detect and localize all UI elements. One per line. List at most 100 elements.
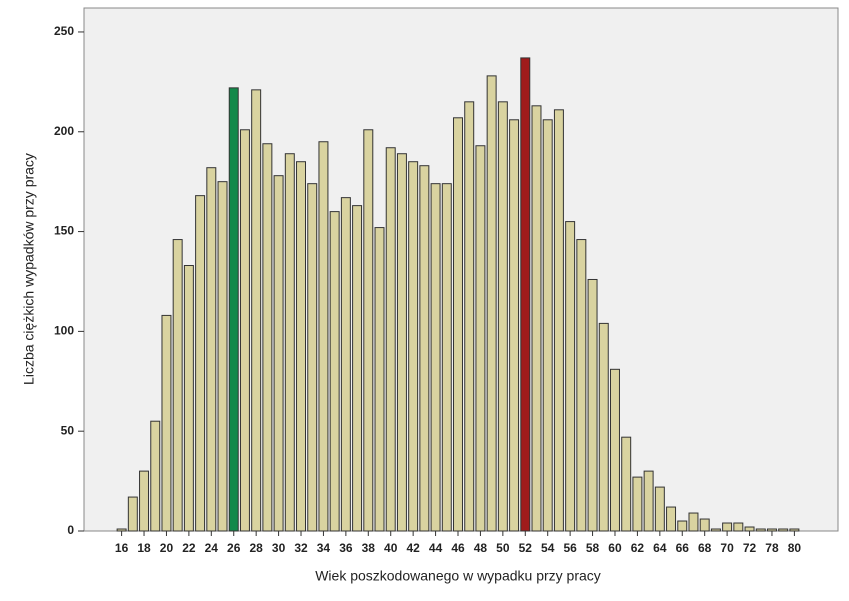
- bar: [161, 314, 172, 532]
- bar: [654, 486, 665, 532]
- x-tick-label: 50: [496, 541, 510, 555]
- bar: [396, 153, 407, 532]
- bar: [363, 129, 374, 532]
- x-tick-label: 34: [317, 541, 331, 555]
- x-tick-label: 36: [339, 541, 353, 555]
- bar: [587, 278, 598, 532]
- bar: [520, 57, 531, 532]
- bar: [744, 526, 755, 532]
- bar: [441, 183, 452, 532]
- bar: [340, 197, 351, 532]
- bar: [329, 211, 340, 532]
- bar: [722, 522, 733, 532]
- x-tick-label: 44: [429, 541, 443, 555]
- x-tick-label: 40: [384, 541, 398, 555]
- bar: [217, 181, 228, 532]
- bar: [464, 101, 475, 532]
- x-tick-label: 78: [765, 541, 779, 555]
- bar: [307, 183, 318, 532]
- bar: [486, 75, 497, 532]
- bar: [139, 470, 150, 532]
- bar: [206, 167, 217, 532]
- bar: [553, 109, 564, 532]
- x-tick-label: 16: [115, 541, 129, 555]
- x-tick-label: 28: [249, 541, 263, 555]
- bar: [542, 119, 553, 532]
- x-tick-label: 24: [205, 541, 219, 555]
- x-tick-label: 56: [563, 541, 577, 555]
- bar: [251, 89, 262, 532]
- x-tick-label: 64: [653, 541, 667, 555]
- bar: [598, 322, 609, 532]
- bar: [262, 143, 273, 532]
- x-tick-label: 62: [631, 541, 645, 555]
- x-tick-label: 80: [788, 541, 802, 555]
- x-tick-label: 68: [698, 541, 712, 555]
- bar: [296, 161, 307, 532]
- bar: [228, 87, 239, 532]
- y-tick-label: 0: [67, 523, 74, 537]
- x-tick-label: 60: [608, 541, 622, 555]
- y-axis-title: Liczba ciężkich wypadków przy pracy: [21, 153, 37, 385]
- x-tick-label: 46: [451, 541, 465, 555]
- bar: [150, 420, 161, 532]
- bar: [565, 221, 576, 532]
- bar: [183, 265, 194, 532]
- bar: [710, 528, 721, 532]
- y-tick-label: 50: [61, 423, 75, 437]
- bar: [385, 147, 396, 532]
- bar: [688, 512, 699, 532]
- x-tick-label: 18: [137, 541, 151, 555]
- x-tick-label: 38: [362, 541, 376, 555]
- bar: [531, 105, 542, 532]
- bar: [643, 470, 654, 532]
- bar: [509, 119, 520, 532]
- bar: [677, 520, 688, 532]
- bar: [116, 528, 127, 532]
- x-tick-label: 58: [586, 541, 600, 555]
- bar: [408, 161, 419, 532]
- bar: [318, 141, 329, 532]
- bar: [666, 506, 677, 532]
- bar: [789, 528, 800, 532]
- x-tick-label: 42: [406, 541, 420, 555]
- bar: [284, 153, 295, 532]
- bar: [621, 436, 632, 532]
- y-tick-label: 250: [54, 24, 74, 38]
- bar: [374, 227, 385, 532]
- x-tick-label: 52: [519, 541, 533, 555]
- bar: [352, 205, 363, 532]
- bar: [609, 368, 620, 532]
- bar: [475, 145, 486, 532]
- bar: [576, 239, 587, 532]
- bar: [172, 239, 183, 532]
- x-tick-label: 26: [227, 541, 241, 555]
- bar: [430, 183, 441, 532]
- y-tick-label: 150: [54, 224, 74, 238]
- bar: [239, 129, 250, 532]
- y-tick-label: 100: [54, 324, 74, 338]
- bar: [497, 101, 508, 532]
- bar: [419, 165, 430, 532]
- x-tick-label: 54: [541, 541, 555, 555]
- bar: [127, 496, 138, 532]
- bar: [766, 528, 777, 532]
- bar: [733, 522, 744, 532]
- bar: [699, 518, 710, 532]
- x-tick-label: 32: [294, 541, 308, 555]
- x-tick-label: 72: [743, 541, 757, 555]
- x-tick-label: 20: [160, 541, 174, 555]
- y-tick-label: 200: [54, 124, 74, 138]
- bar: [755, 528, 766, 532]
- x-axis-title: Wiek poszkodowanego w wypadku przy pracy: [315, 568, 601, 584]
- bar: [453, 117, 463, 532]
- bar: [778, 528, 789, 532]
- x-tick-label: 48: [474, 541, 488, 555]
- bar: [273, 175, 284, 532]
- x-tick-label: 66: [676, 541, 690, 555]
- x-tick-label: 22: [182, 541, 196, 555]
- x-tick-label: 30: [272, 541, 286, 555]
- x-tick-label: 70: [720, 541, 734, 555]
